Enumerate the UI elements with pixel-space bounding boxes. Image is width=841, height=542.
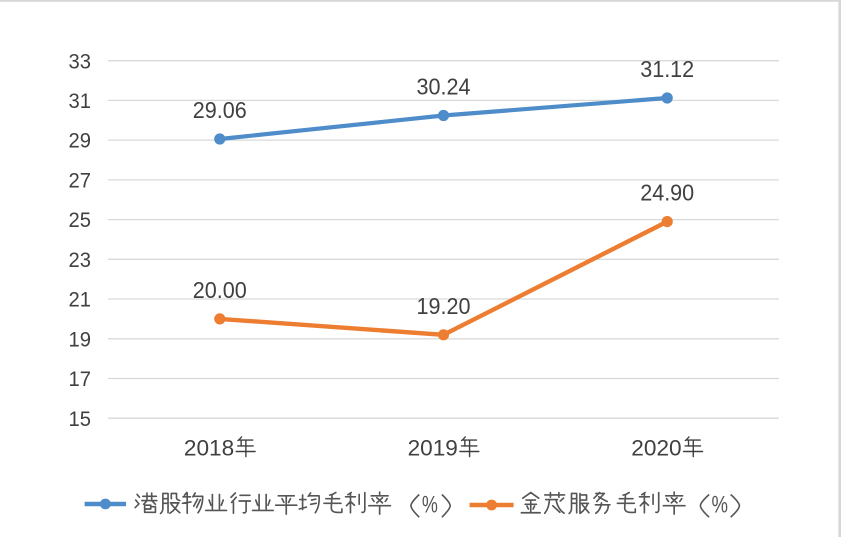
svg-text:19: 19 bbox=[69, 328, 92, 351]
svg-text:%: % bbox=[711, 492, 728, 519]
svg-text:15: 15 bbox=[69, 408, 92, 431]
svg-text:17: 17 bbox=[69, 368, 92, 391]
svg-text:29.06: 29.06 bbox=[193, 97, 247, 123]
svg-text:33: 33 bbox=[69, 50, 92, 73]
svg-text:%: % bbox=[422, 492, 438, 519]
svg-text:23: 23 bbox=[69, 249, 92, 272]
svg-text:29: 29 bbox=[69, 130, 92, 153]
svg-text:24.90: 24.90 bbox=[640, 180, 694, 206]
svg-text:2020: 2020 bbox=[631, 436, 681, 461]
svg-text:31.12: 31.12 bbox=[640, 56, 694, 82]
svg-text:2019: 2019 bbox=[408, 436, 458, 461]
svg-text:31: 31 bbox=[69, 90, 92, 113]
svg-text:19.20: 19.20 bbox=[417, 293, 471, 319]
svg-text:25: 25 bbox=[69, 209, 92, 232]
svg-text:2018: 2018 bbox=[184, 436, 234, 461]
svg-text:30.24: 30.24 bbox=[417, 74, 471, 100]
svg-text:21: 21 bbox=[69, 289, 92, 312]
svg-text:27: 27 bbox=[69, 170, 92, 193]
svg-text:20.00: 20.00 bbox=[193, 277, 247, 303]
